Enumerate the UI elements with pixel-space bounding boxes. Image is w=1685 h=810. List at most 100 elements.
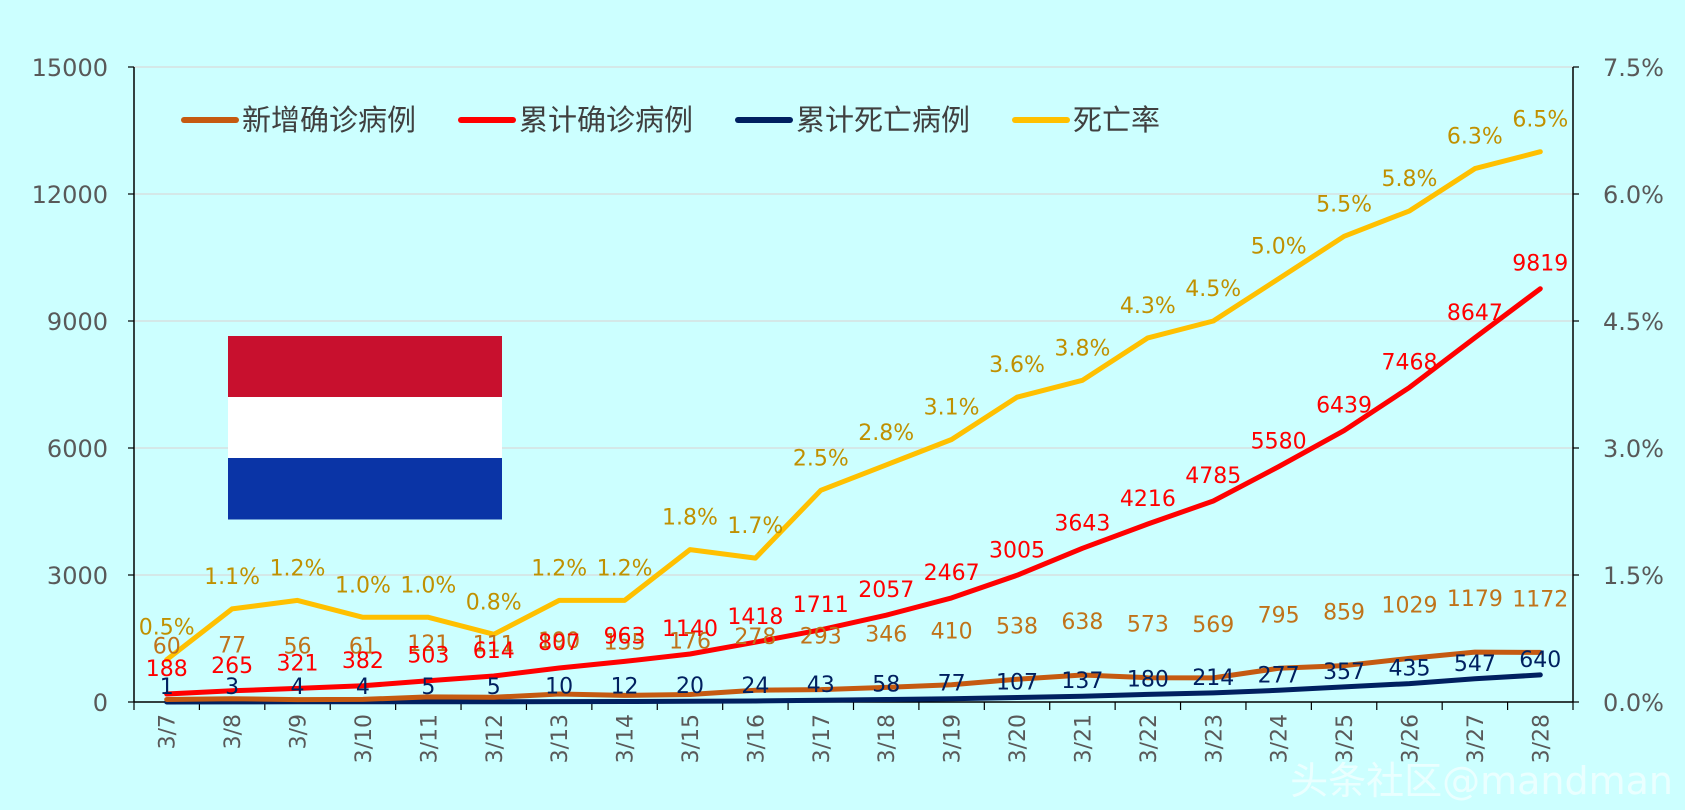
- left-tick-label: 0: [93, 689, 108, 717]
- data-label-death-rate: 0.8%: [466, 590, 522, 615]
- right-tick-label: 7.5%: [1603, 54, 1664, 82]
- x-tick-label: 3/21: [1071, 714, 1096, 763]
- data-label-total-deaths: 20: [676, 674, 704, 699]
- data-label-total-deaths: 180: [1127, 667, 1169, 692]
- flag-stripe: [228, 397, 502, 459]
- x-tick-label: 3/16: [744, 714, 769, 763]
- data-label-new-cases: 638: [1061, 610, 1103, 635]
- data-label-new-cases: 121: [407, 632, 449, 657]
- data-label-total-cases: 5580: [1251, 430, 1307, 455]
- flag-stripe: [228, 458, 502, 520]
- data-label-new-cases: 1179: [1447, 587, 1503, 612]
- data-label-death-rate: 1.0%: [335, 573, 391, 598]
- data-label-death-rate: 1.7%: [727, 514, 783, 539]
- legend-item-total-cases-label: 累计确诊病例: [519, 103, 693, 137]
- x-tick-label: 3/15: [679, 714, 704, 763]
- x-tick-label: 3/12: [483, 714, 508, 763]
- data-label-total-cases: 188: [146, 657, 188, 682]
- data-label-total-cases: 6439: [1316, 394, 1372, 419]
- data-label-total-cases: 382: [342, 649, 384, 674]
- x-tick-label: 3/23: [1202, 714, 1227, 763]
- left-tick-label: 9000: [47, 308, 108, 336]
- data-label-death-rate: 5.5%: [1316, 192, 1372, 217]
- data-label-total-cases: 9819: [1512, 252, 1568, 277]
- x-tick-label: 3/7: [156, 714, 181, 749]
- data-label-new-cases: 1029: [1381, 593, 1437, 618]
- data-label-total-deaths: 10: [545, 675, 573, 700]
- x-tick-label: 3/26: [1398, 714, 1423, 763]
- data-label-total-cases: 2467: [924, 561, 980, 586]
- data-label-death-rate: 5.8%: [1382, 167, 1438, 192]
- data-label-total-deaths: 640: [1519, 648, 1561, 673]
- data-label-new-cases: 293: [800, 625, 842, 650]
- data-label-new-cases: 60: [153, 634, 181, 659]
- data-label-death-rate: 2.5%: [793, 446, 849, 471]
- x-tick-label: 3/18: [875, 714, 900, 763]
- data-label-total-cases: 807: [538, 631, 580, 656]
- x-tick-label: 3/10: [352, 714, 377, 763]
- data-label-total-deaths: 547: [1454, 652, 1496, 677]
- data-label-total-deaths: 1: [160, 675, 174, 700]
- data-label-new-cases: 346: [865, 622, 907, 647]
- data-label-death-rate: 1.8%: [662, 506, 718, 531]
- data-label-death-rate: 0.5%: [139, 616, 195, 641]
- data-label-total-deaths: 24: [741, 674, 769, 699]
- right-tick-label: 4.5%: [1603, 308, 1664, 336]
- x-tick-label: 3/8: [221, 714, 246, 749]
- data-label-total-cases: 8647: [1447, 301, 1503, 326]
- data-label-total-cases: 7468: [1381, 350, 1437, 375]
- data-label-new-cases: 795: [1258, 603, 1300, 628]
- right-tick-label: 1.5%: [1603, 562, 1664, 590]
- data-label-death-rate: 1.1%: [204, 565, 260, 590]
- data-label-new-cases: 1172: [1512, 587, 1568, 612]
- series-line-total-cases: [164, 286, 1543, 697]
- data-label-new-cases: 176: [669, 630, 711, 655]
- right-tick-label: 6.0%: [1603, 181, 1664, 209]
- data-label-death-rate: 4.3%: [1120, 294, 1176, 319]
- data-label-death-rate: 1.2%: [270, 556, 326, 581]
- left-tick-label: 12000: [32, 181, 108, 209]
- data-label-total-deaths: 43: [807, 673, 835, 698]
- x-tick-label: 3/20: [1006, 714, 1031, 763]
- x-tick-label: 3/24: [1268, 714, 1293, 763]
- data-label-total-deaths: 277: [1258, 663, 1300, 688]
- data-label-total-cases: 321: [277, 651, 319, 676]
- data-label-total-deaths: 5: [487, 675, 501, 700]
- x-tick-label: 3/14: [614, 714, 639, 763]
- data-label-new-cases: 410: [931, 620, 973, 645]
- data-label-total-deaths: 137: [1061, 669, 1103, 694]
- data-label-death-rate: 1.2%: [531, 556, 587, 581]
- data-label-total-deaths: 5: [421, 675, 435, 700]
- data-label-total-cases: 265: [211, 654, 253, 679]
- data-label-death-rate: 5.0%: [1251, 235, 1307, 260]
- legend-item-death-rate-label: 死亡率: [1073, 103, 1160, 137]
- data-label-new-cases: 538: [996, 614, 1038, 639]
- x-tick-label: 3/27: [1464, 714, 1489, 763]
- data-label-death-rate: 6.3%: [1447, 125, 1503, 150]
- right-tick-label: 3.0%: [1603, 435, 1664, 463]
- flag-stripe: [228, 336, 502, 398]
- data-label-death-rate: 1.0%: [400, 573, 456, 598]
- data-label-total-deaths: 58: [872, 673, 900, 698]
- data-label-new-cases: 61: [349, 634, 377, 659]
- data-label-total-cases: 4216: [1120, 487, 1176, 512]
- data-label-total-cases: 3005: [989, 538, 1045, 563]
- data-label-total-deaths: 357: [1323, 660, 1365, 685]
- data-label-death-rate: 2.8%: [858, 421, 914, 446]
- x-tick-label: 3/13: [548, 714, 573, 763]
- data-label-total-deaths: 77: [938, 672, 966, 697]
- data-label-new-cases: 190: [538, 629, 580, 654]
- data-label-total-cases: 963: [604, 624, 646, 649]
- data-label-total-deaths: 214: [1192, 666, 1234, 691]
- left-tick-label: 3000: [47, 562, 108, 590]
- data-label-total-cases: 1140: [662, 617, 718, 642]
- right-tick-label: 0.0%: [1603, 689, 1664, 717]
- x-tick-label: 3/17: [810, 714, 835, 763]
- series-line-total-deaths: [164, 672, 1543, 705]
- data-label-total-cases: 4785: [1185, 464, 1241, 489]
- data-label-total-deaths: 4: [356, 675, 370, 700]
- data-label-total-deaths: 4: [291, 675, 305, 700]
- x-tick-label: 3/28: [1529, 714, 1554, 763]
- data-label-total-deaths: 107: [996, 670, 1038, 695]
